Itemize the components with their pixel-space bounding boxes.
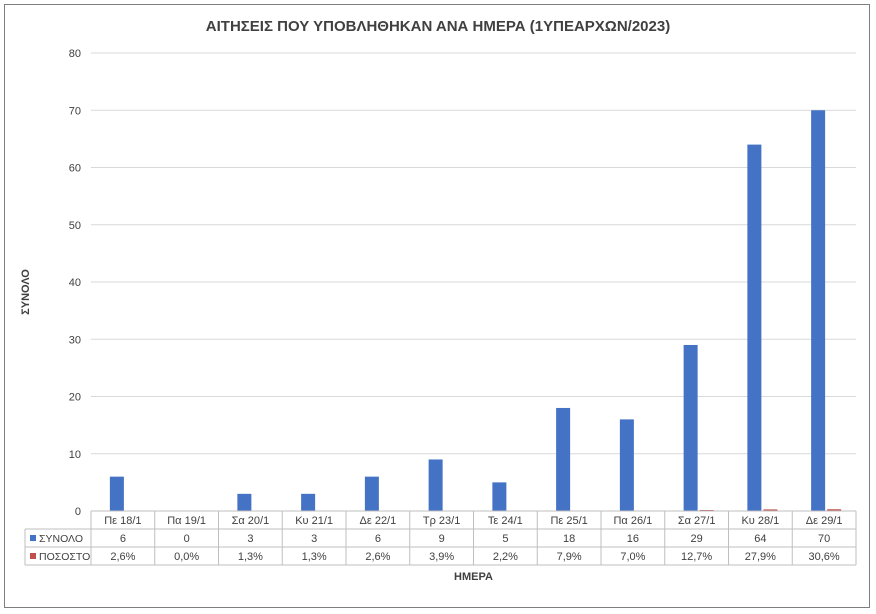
- data-label: 3,9%: [429, 551, 454, 563]
- x-tick-label: Κυ 28/1: [741, 515, 779, 527]
- data-label: 27,9%: [745, 551, 776, 563]
- data-label: 5: [502, 533, 508, 545]
- data-label: 1,3%: [302, 551, 327, 563]
- bar-synolo: [683, 344, 698, 511]
- bar-synolo: [237, 493, 252, 511]
- data-label: 9: [439, 533, 445, 545]
- x-axis-label: ΗΜΕΡΑ: [454, 571, 493, 583]
- y-tick-label: 60: [69, 163, 81, 175]
- x-tick-label: Πε 18/1: [104, 515, 141, 527]
- bar-synolo: [747, 144, 762, 511]
- bar-synolo: [364, 476, 379, 511]
- data-label: 29: [691, 533, 703, 545]
- data-label: 70: [818, 533, 830, 545]
- data-label: 16: [627, 533, 639, 545]
- bar-synolo: [619, 419, 634, 511]
- legend-label: ΠΟΣΟΣΤΟ: [39, 551, 90, 563]
- bar-pososto: [763, 509, 778, 511]
- data-label: 12,7%: [681, 551, 712, 563]
- x-tick-label: Τρ 23/1: [423, 515, 460, 527]
- x-tick-label: Σα 27/1: [678, 515, 716, 527]
- data-label: 2,6%: [365, 551, 390, 563]
- x-tick-label: Δε 22/1: [360, 515, 397, 527]
- legend-swatch: [30, 535, 36, 541]
- data-label: 18: [563, 533, 575, 545]
- data-label: 7,0%: [620, 551, 645, 563]
- chart-title: ΑΙΤΗΣΕΙΣ ΠΟΥ ΥΠΟΒΛΗΘΗΚΑΝ ΑΝΑ ΗΜΕΡΑ (1ΥΠΕ…: [205, 18, 671, 35]
- data-label: 6: [120, 533, 126, 545]
- x-tick-label: Τε 24/1: [488, 515, 523, 527]
- x-tick-label: Κυ 21/1: [295, 515, 333, 527]
- data-label: 0: [184, 533, 190, 545]
- data-label: 7,9%: [557, 551, 582, 563]
- bar-synolo: [492, 482, 507, 511]
- data-label: 64: [754, 533, 766, 545]
- data-label: 0,0%: [174, 551, 199, 563]
- data-label: 1,3%: [238, 551, 263, 563]
- y-tick-label: 80: [69, 48, 81, 60]
- x-tick-label: Πε 25/1: [550, 515, 587, 527]
- bar-synolo: [109, 476, 124, 511]
- x-tick-label: Πα 19/1: [167, 515, 206, 527]
- y-tick-label: 40: [69, 277, 81, 289]
- x-tick-label: Πα 26/1: [613, 515, 652, 527]
- data-label: 3: [311, 533, 317, 545]
- bar-synolo: [428, 459, 443, 511]
- y-tick-label: 50: [69, 220, 81, 232]
- bar-synolo: [556, 407, 571, 511]
- data-label: 2,6%: [110, 551, 135, 563]
- data-label: 2,2%: [493, 551, 518, 563]
- y-tick-label: 30: [69, 334, 81, 346]
- data-label: 3: [247, 533, 253, 545]
- bar-synolo: [811, 110, 826, 511]
- data-label: 6: [375, 533, 381, 545]
- y-tick-label: 10: [69, 449, 81, 461]
- bar-pososto: [827, 509, 842, 511]
- x-tick-label: Δε 29/1: [806, 515, 843, 527]
- y-tick-label: 70: [69, 105, 81, 117]
- legend-swatch: [30, 553, 36, 559]
- y-tick-label: 0: [75, 506, 81, 518]
- legend-label: ΣΥΝΟΛΟ: [39, 533, 83, 545]
- data-label: 30,6%: [809, 551, 840, 563]
- y-tick-label: 20: [69, 392, 81, 404]
- bar-synolo: [301, 493, 316, 511]
- x-tick-label: Σα 20/1: [232, 515, 270, 527]
